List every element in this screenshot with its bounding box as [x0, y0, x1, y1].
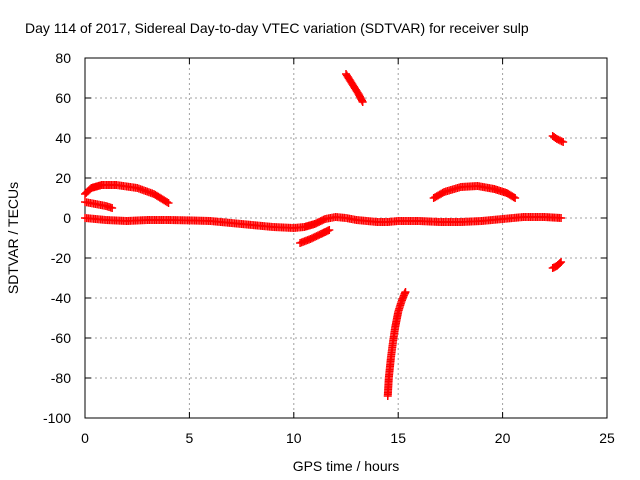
x-axis: 0 5 10 15 20 25 [81, 58, 615, 446]
y-tick-label: 80 [55, 50, 71, 66]
series-segment-10h [296, 226, 334, 247]
x-tick-label: 20 [495, 430, 511, 446]
y-tick-label: -60 [51, 330, 71, 346]
plot-frame [84, 57, 608, 419]
data-point [509, 193, 518, 202]
data-point [108, 204, 117, 212]
data-point [325, 226, 334, 234]
series-late-negative [548, 258, 566, 272]
data-point [401, 288, 410, 296]
x-tick-label: 15 [390, 430, 406, 446]
series-late-positive [548, 132, 568, 146]
x-tick-label: 10 [286, 430, 302, 446]
y-tick-label: -40 [51, 290, 71, 306]
y-tick-label: 40 [55, 130, 71, 146]
data-point [164, 199, 173, 207]
data-marks [81, 70, 568, 400]
data-point [557, 258, 566, 266]
series-baseline [81, 213, 566, 232]
data-point [163, 198, 172, 207]
y-axis: -100 -80 -60 -40 -20 0 20 40 60 80 [43, 50, 607, 426]
x-axis-label: GPS time / hours [293, 458, 400, 474]
data-point [559, 138, 568, 146]
x-tick-label: 5 [186, 430, 194, 446]
y-tick-label: -100 [43, 410, 71, 426]
data-point [556, 259, 565, 267]
y-tick-label: -80 [51, 370, 71, 386]
series-arc-early [81, 181, 173, 207]
grid [85, 58, 607, 418]
data-point [557, 214, 566, 222]
x-tick-label: 25 [599, 430, 615, 446]
series-arc-late [429, 182, 520, 202]
y-tick-label: 20 [55, 170, 71, 186]
series-dive-15h [383, 288, 410, 400]
series-high-13h [342, 70, 367, 106]
data-point [511, 194, 520, 202]
y-tick-label: 60 [55, 90, 71, 106]
y-axis-label: SDTVAR / TECUs [5, 182, 21, 294]
chart-title: Day 114 of 2017, Sidereal Day-to-day VTE… [25, 20, 529, 36]
y-tick-label: 0 [63, 210, 71, 226]
data-point [358, 98, 367, 106]
x-tick-label: 0 [81, 430, 89, 446]
y-tick-label: -20 [51, 250, 71, 266]
series-arc-start [81, 198, 117, 212]
